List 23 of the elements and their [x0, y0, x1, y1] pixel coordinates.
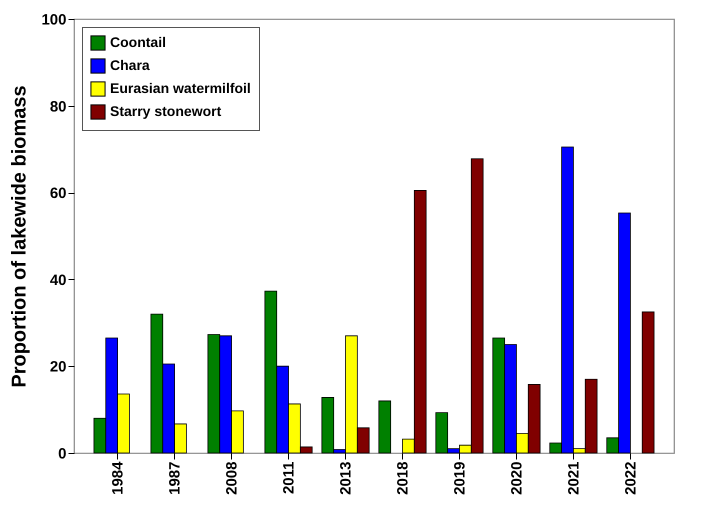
y-tick-label: 60 — [50, 185, 66, 202]
x-tick-label: 1984 — [110, 460, 127, 495]
x-tick-label: 2019 — [451, 462, 468, 495]
x-tick-label: 2018 — [394, 462, 412, 495]
x-tick-label: 2013 — [338, 462, 355, 495]
x-tick-label: 2020 — [508, 462, 526, 495]
legend-label: Coontail — [110, 34, 166, 50]
x-tick-label: 1987 — [166, 462, 184, 495]
legend-label: Chara — [110, 57, 150, 73]
x-tick-label: 2021 — [565, 462, 582, 495]
legend-label: Starry stonewort — [110, 103, 222, 119]
x-tick-label: 2008 — [224, 462, 241, 495]
x-tick-label: 2011 — [280, 462, 298, 494]
legend-label: Eurasian watermilfoil — [110, 80, 251, 96]
y-tick-label: 100 — [41, 12, 66, 28]
y-tick-label: 80 — [50, 98, 66, 116]
y-tick-label: 20 — [50, 358, 66, 376]
bar — [378, 400, 392, 454]
x-tick-label: 2022 — [622, 462, 640, 495]
bar — [642, 312, 654, 454]
y-axis-title: Proportion of lakewide biomass — [8, 85, 30, 388]
y-tick-label: 0 — [58, 446, 66, 462]
y-tick-label: 40 — [50, 272, 66, 289]
